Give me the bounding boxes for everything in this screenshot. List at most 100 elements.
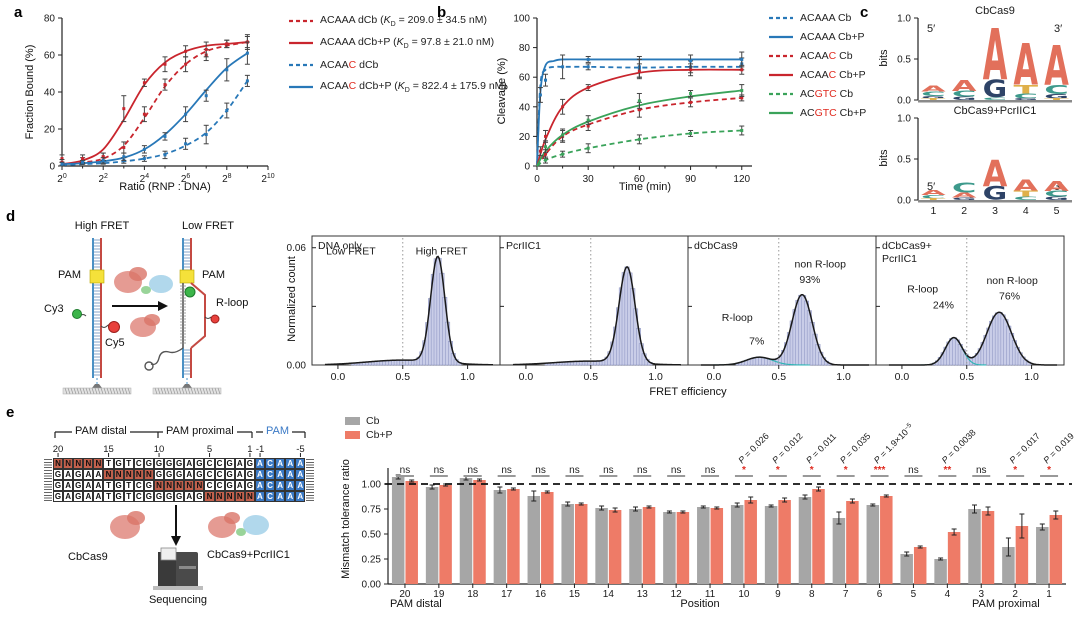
series-curve (536, 68, 742, 167)
seq-cell: A (285, 469, 296, 480)
svg-text:2: 2 (1012, 589, 1018, 600)
svg-text:3: 3 (978, 589, 984, 600)
seq-cell: C (204, 458, 215, 469)
seq-cell: N (214, 491, 225, 502)
svg-text:7%: 7% (749, 335, 764, 347)
svg-text:4: 4 (1023, 205, 1029, 217)
seq-cell: C (264, 469, 276, 480)
bar-cbp (439, 485, 452, 584)
seq-cell: G (174, 469, 185, 480)
svg-text:22: 22 (98, 173, 108, 185)
pcriic1-blob (149, 275, 173, 293)
svg-text:16: 16 (535, 589, 547, 600)
svg-text:0.5: 0.5 (771, 371, 786, 383)
seq-cell: N (103, 469, 114, 480)
panel-b-xlabel: Time (min) (618, 181, 672, 193)
panel-a-legend: ACAAA dCb (KD = 209.0 ± 34.5 nM) ACAAA dC… (288, 10, 507, 98)
svg-text:15: 15 (103, 444, 114, 455)
seq-cell: N (73, 458, 84, 469)
svg-text:17: 17 (501, 589, 513, 600)
legend-item: ACGTC Cb+P (769, 106, 867, 119)
data-point (561, 105, 565, 109)
svg-text:5′: 5′ (927, 181, 935, 193)
seq-cell: T (103, 491, 114, 502)
svg-text:0.00: 0.00 (362, 580, 382, 591)
data-point (122, 146, 126, 149)
seq-cell: G (73, 480, 84, 491)
svg-text:PcrIIC1: PcrIIC1 (506, 240, 541, 252)
svg-text:80: 80 (519, 43, 531, 54)
bar-cb (561, 504, 574, 584)
data-point (142, 147, 146, 151)
svg-text:6: 6 (877, 589, 883, 600)
svg-text:5: 5 (207, 444, 212, 455)
r-loop-label: R-loop (216, 297, 249, 309)
svg-text:40: 40 (519, 102, 531, 113)
seq-cell: G (244, 469, 255, 480)
svg-text:ns: ns (671, 465, 682, 476)
seq-cell: N (63, 458, 74, 469)
bar-cbp (676, 512, 690, 584)
seq-cell: G (153, 491, 165, 502)
data-point (586, 65, 590, 69)
svg-text:G: G (1044, 196, 1070, 202)
seq-cell: N (123, 469, 134, 480)
svg-text:A: A (952, 78, 978, 95)
seq-cell: A (83, 469, 94, 480)
seq-cell: N (53, 458, 64, 469)
seq-cell: A (275, 469, 286, 480)
fret-hist-1: 0.0 0.5 1.0 PcrIIC1 (499, 235, 689, 383)
seq-cell: G (164, 458, 175, 469)
svg-text:non R-loop: non R-loop (795, 258, 847, 270)
svg-text:24: 24 (140, 173, 150, 185)
svg-text:0: 0 (534, 174, 540, 185)
svg-text:PcrIIC1: PcrIIC1 (882, 253, 917, 265)
seq-cell: A (275, 458, 286, 469)
svg-text:-5: -5 (296, 444, 304, 455)
seq-cell: C (264, 480, 276, 491)
seq-cell: N (93, 458, 104, 469)
svg-text:ns: ns (637, 465, 648, 476)
svg-text:20: 20 (519, 132, 531, 143)
svg-text:120: 120 (733, 174, 750, 185)
svg-text:A: A (1044, 33, 1069, 97)
svg-text:5′: 5′ (927, 23, 935, 35)
svg-text:20: 20 (57, 173, 67, 185)
bar-cbp (473, 480, 486, 584)
tether-comb (306, 470, 314, 479)
svg-text:T: T (1044, 98, 1075, 101)
bar-cb (934, 559, 947, 584)
svg-text:CbCas9+PcrIIC1: CbCas9+PcrIIC1 (954, 105, 1037, 117)
svg-text:C: C (1014, 92, 1039, 100)
svg-text:5: 5 (1054, 205, 1060, 217)
seq-cell: N (244, 491, 255, 502)
seq-cell: G (194, 458, 205, 469)
seq-cell: A (295, 469, 306, 480)
data-point (561, 133, 565, 137)
seq-cell: A (184, 458, 195, 469)
legend-item: Cb (345, 414, 393, 428)
svg-text:0.0: 0.0 (897, 96, 911, 107)
legend-item: ACAAA dCb+P (KD = 97.8 ± 21.0 nM) (289, 35, 495, 51)
legend-item: ACAAA Cb (769, 11, 852, 24)
seq-cell: G (244, 458, 255, 469)
svg-text:9: 9 (775, 589, 781, 600)
svg-text:C: C (921, 92, 946, 98)
svg-text:0: 0 (524, 162, 530, 173)
seq-cell: A (275, 480, 286, 491)
svg-text:dCbCas9: dCbCas9 (694, 240, 738, 252)
bar-cbp (812, 489, 825, 584)
data-point (204, 94, 208, 98)
bar-cbp (913, 547, 927, 584)
low-fret-label: Low FRET (182, 220, 234, 232)
seq-cell: A (93, 491, 104, 502)
svg-text:0.0: 0.0 (331, 371, 346, 383)
panel-a-ylabel: Fraction Bound (%) (24, 44, 36, 140)
panel-a-xlabel: Ratio (RNP : DNA) (119, 181, 211, 193)
seq-cell: G (194, 469, 205, 480)
pam-proximal-bracket-label: PAM proximal (163, 425, 237, 437)
svg-text:A: A (983, 152, 1008, 195)
seq-cell: C (214, 469, 225, 480)
seq-cell: A (285, 491, 296, 502)
